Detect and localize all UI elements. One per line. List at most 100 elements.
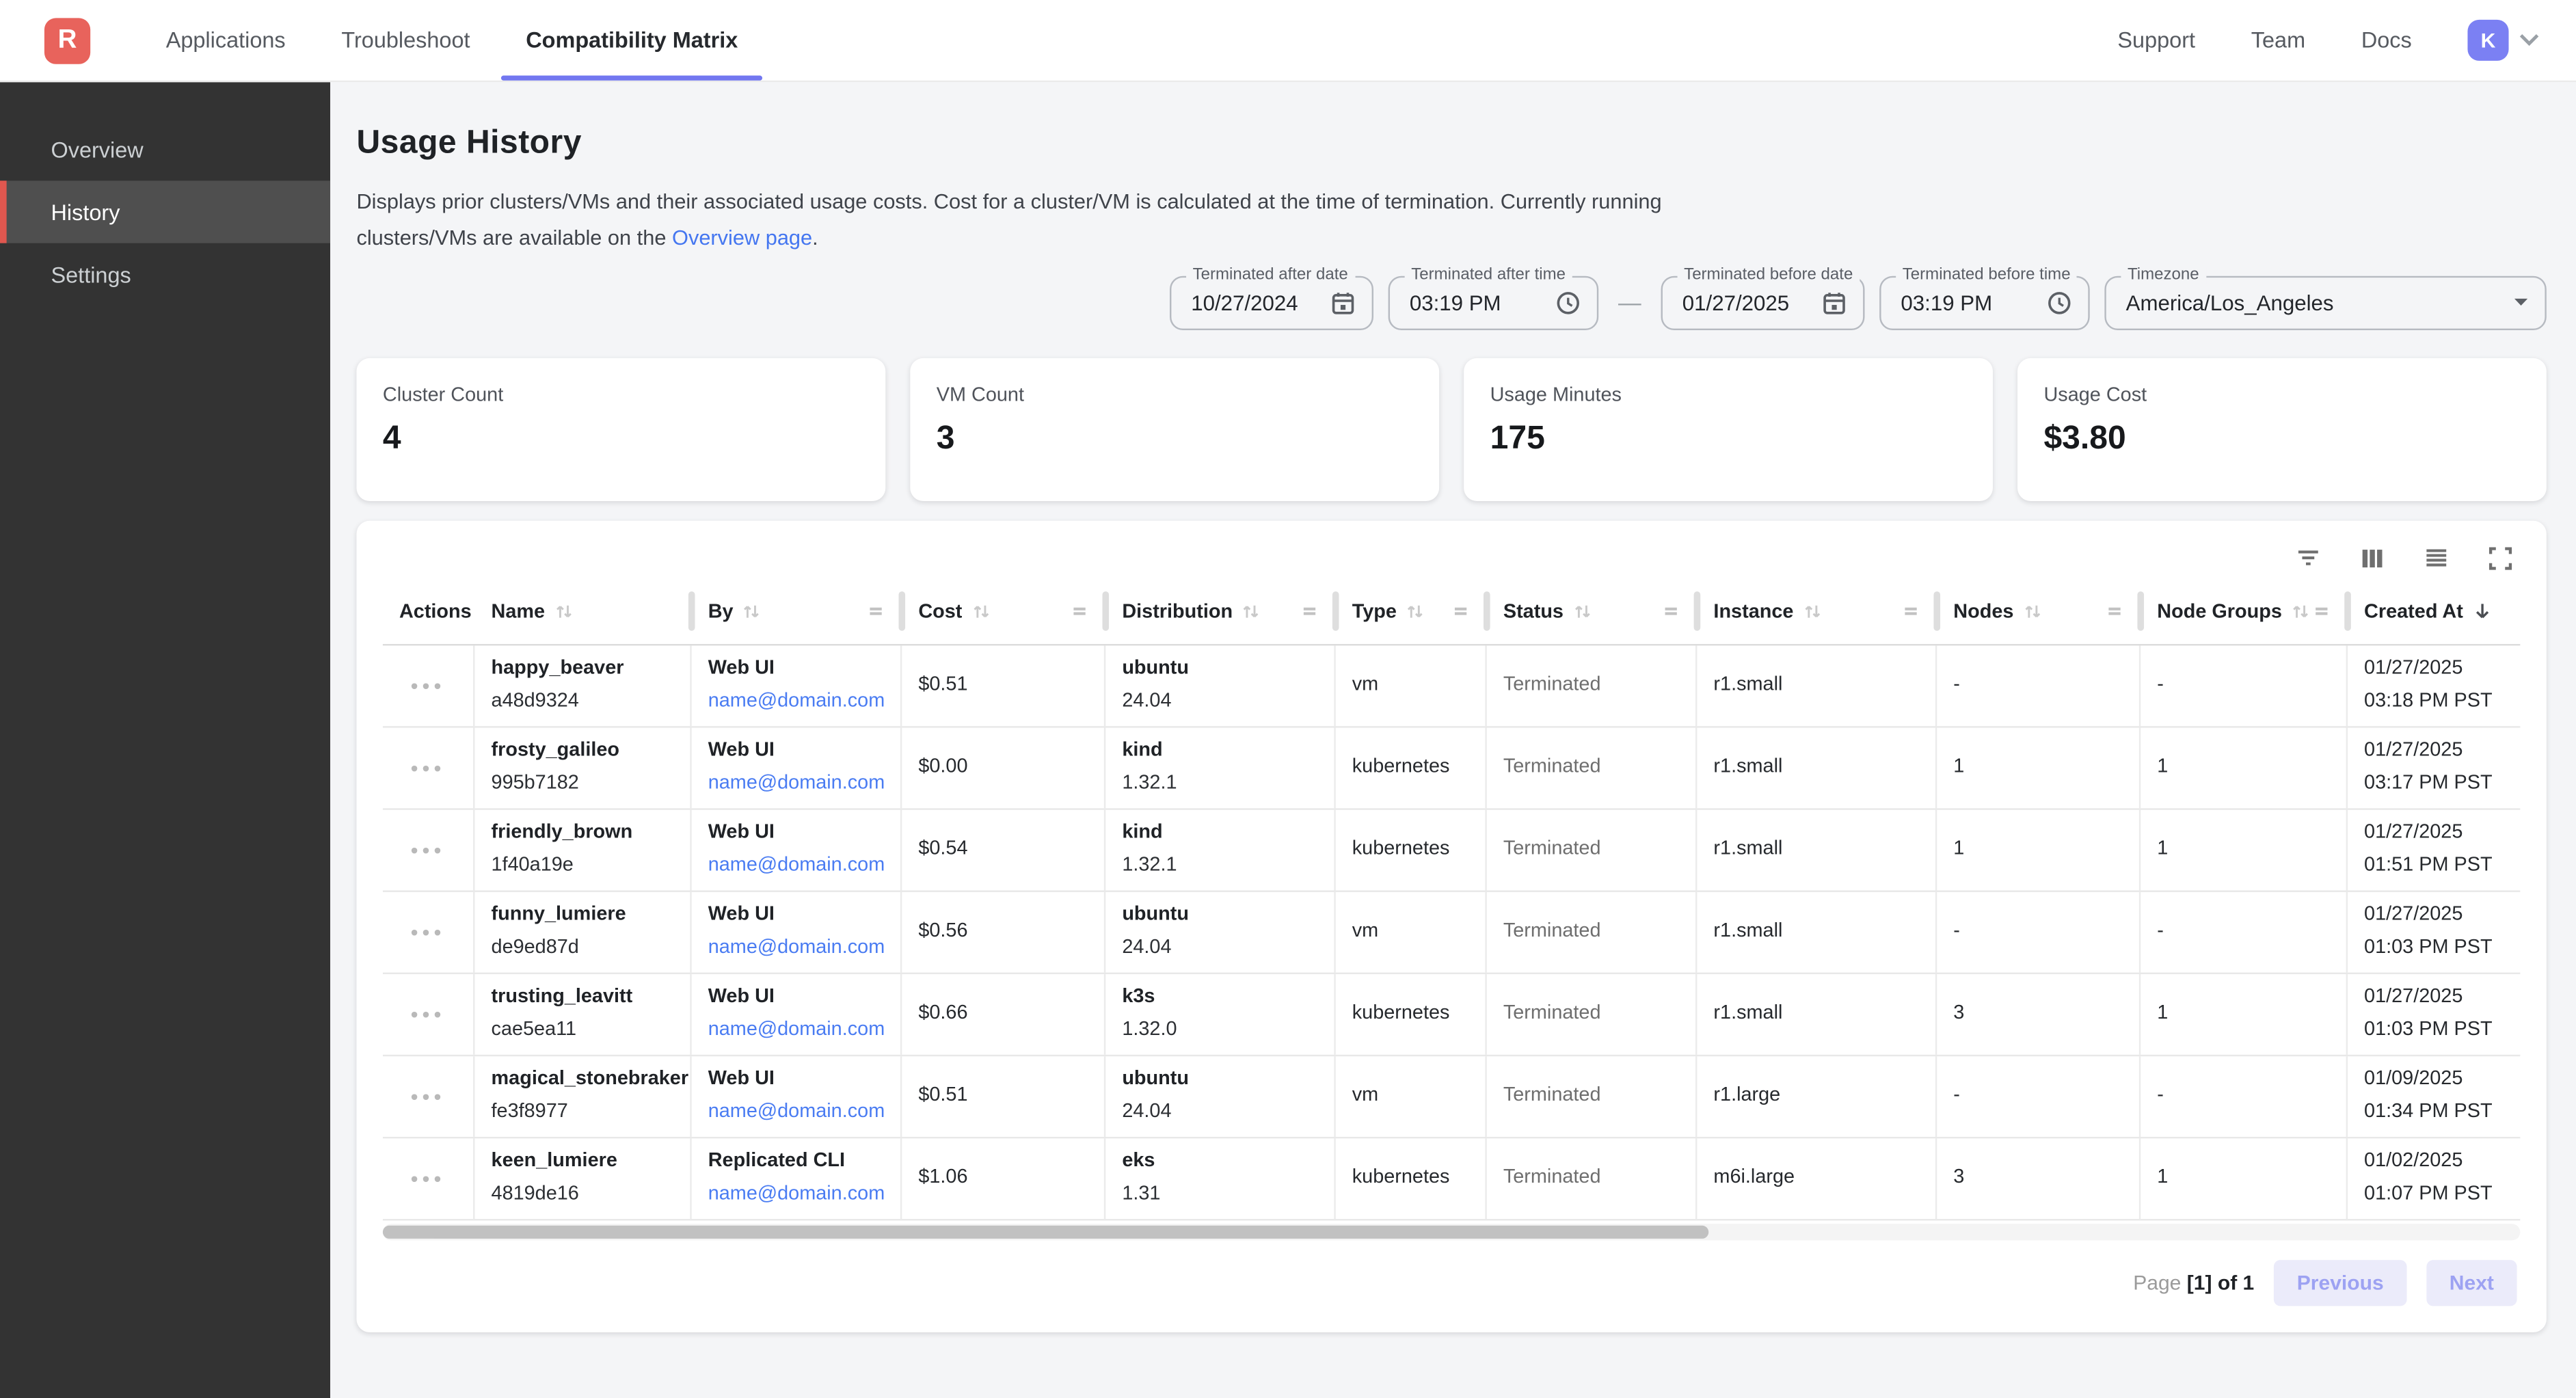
stat-label: Usage Minutes (1490, 382, 1967, 405)
tab-applications[interactable]: Applications (138, 0, 314, 81)
sort-icon[interactable] (2022, 602, 2041, 621)
column-header-distribution[interactable]: Distribution (1105, 580, 1335, 644)
column-header-by[interactable]: By (692, 580, 902, 644)
column-menu-icon[interactable] (2104, 602, 2124, 621)
sort-icon[interactable] (1801, 602, 1821, 621)
column-menu-icon[interactable] (1069, 602, 1089, 621)
column-menu-icon[interactable] (1901, 602, 1920, 621)
sort-icon[interactable] (742, 602, 762, 621)
columns-icon[interactable] (2359, 545, 2385, 571)
calendar-icon[interactable] (1314, 291, 1355, 315)
column-menu-icon[interactable] (1661, 602, 1681, 621)
type: kubernetes (1352, 998, 1469, 1031)
cost: $1.06 (918, 1162, 1088, 1195)
instance: r1.small (1713, 915, 1918, 948)
timezone-select[interactable]: Timezone America/Los_Angeles (2104, 275, 2546, 330)
column-menu-icon[interactable] (866, 602, 885, 621)
terminated-before-date-field[interactable]: Terminated before date 01/27/2025 (1661, 275, 1865, 330)
nav-link-team[interactable]: Team (2251, 28, 2305, 53)
scrollbar-thumb[interactable] (383, 1225, 1708, 1238)
sort-icon[interactable] (553, 602, 573, 621)
previous-page-button[interactable]: Previous (2274, 1260, 2406, 1306)
email-link[interactable]: name@domain.com (708, 1179, 884, 1211)
column-header-instance[interactable]: Instance (1697, 580, 1937, 644)
row-actions-button[interactable]: ••• (411, 922, 446, 943)
nodes: 1 (1953, 751, 2123, 784)
column-header-name[interactable]: Name (474, 580, 691, 644)
next-page-button[interactable]: Next (2426, 1260, 2517, 1306)
replicated-logo[interactable]: R (44, 17, 90, 63)
sort-icon[interactable] (970, 602, 990, 621)
email-link[interactable]: name@domain.com (708, 850, 884, 883)
type: kubernetes (1352, 751, 1469, 784)
horizontal-scrollbar[interactable] (383, 1224, 2520, 1240)
node-groups: 1 (2157, 1162, 2329, 1195)
column-label: By (708, 600, 734, 623)
table-row: ••• trusting_leavittcae5ea11 Web UIname@… (383, 974, 2520, 1056)
column-menu-icon[interactable] (1451, 602, 1471, 621)
status: Terminated (1503, 833, 1679, 866)
sidebar-item-overview[interactable]: Overview (0, 118, 330, 180)
column-header-actions: Actions (383, 580, 475, 644)
stat-label: Cluster Count (383, 382, 859, 405)
created-by: Web UI (708, 982, 884, 1014)
page-title: Usage History (356, 125, 2546, 163)
tab-compatibility-matrix[interactable]: Compatibility Matrix (498, 0, 766, 81)
sort-icon[interactable] (1241, 602, 1261, 621)
cluster-name: keen_lumiere (492, 1146, 674, 1179)
column-header-cost[interactable]: Cost (902, 580, 1105, 644)
row-actions-button[interactable]: ••• (411, 757, 446, 778)
email-link[interactable]: name@domain.com (708, 686, 884, 718)
column-menu-icon[interactable] (2311, 602, 2331, 621)
column-header-type[interactable]: Type (1336, 580, 1487, 644)
row-actions-button[interactable]: ••• (411, 1004, 446, 1025)
created-date: 01/09/2025 (2364, 1064, 2504, 1097)
clock-icon[interactable] (2030, 291, 2071, 315)
calendar-icon[interactable] (1806, 291, 1847, 315)
fullscreen-icon[interactable] (2487, 545, 2513, 571)
terminated-before-time-field[interactable]: Terminated before time 03:19 PM (1879, 275, 2090, 330)
sort-icon[interactable] (1572, 602, 1592, 621)
sort-icon[interactable] (2290, 602, 2310, 621)
terminated-after-date-field[interactable]: Terminated after date 10/27/2024 (1170, 275, 1373, 330)
sort-icon[interactable] (1405, 602, 1425, 621)
row-actions-button[interactable]: ••• (411, 839, 446, 860)
density-icon[interactable] (2424, 545, 2450, 571)
email-link[interactable]: name@domain.com (708, 768, 884, 801)
avatar[interactable]: K (2467, 20, 2508, 61)
row-actions-button[interactable]: ••• (411, 675, 446, 696)
sidebar-item-settings[interactable]: Settings (0, 243, 330, 306)
instance: r1.small (1713, 669, 1918, 702)
email-link[interactable]: name@domain.com (708, 1014, 884, 1047)
tab-troubleshoot[interactable]: Troubleshoot (314, 0, 498, 81)
row-actions-button[interactable]: ••• (411, 1168, 446, 1189)
clock-icon[interactable] (1540, 291, 1581, 315)
sidebar-item-history[interactable]: History (0, 180, 330, 243)
column-label: Cost (918, 600, 962, 623)
cluster-name: frosty_galileo (492, 735, 674, 768)
nodes: 1 (1953, 833, 2123, 866)
column-menu-icon[interactable] (1300, 602, 1319, 621)
terminated-after-time-field[interactable]: Terminated after time 03:19 PM (1388, 275, 1599, 330)
distribution: k3s (1122, 982, 1317, 1014)
instance: m6i.large (1713, 1162, 1918, 1195)
overview-page-link[interactable]: Overview page (672, 226, 812, 250)
nav-link-support[interactable]: Support (2117, 28, 2195, 53)
cost: $0.51 (918, 1080, 1088, 1113)
email-link[interactable]: name@domain.com (708, 1097, 884, 1129)
column-header-status[interactable]: Status (1487, 580, 1698, 644)
sort-desc-icon[interactable] (2471, 600, 2495, 623)
column-label: Type (1352, 600, 1397, 623)
column-header-nodes[interactable]: Nodes (1937, 580, 2141, 644)
column-header-node-groups[interactable]: Node Groups (2141, 580, 2348, 644)
filter-icon[interactable] (2295, 545, 2321, 571)
nav-right: Support Team Docs K (2117, 20, 2540, 61)
row-actions-button[interactable]: ••• (411, 1086, 446, 1107)
cluster-name: trusting_leavitt (492, 982, 674, 1014)
stat-usage-minutes: Usage Minutes 175 (1464, 358, 1993, 500)
instance: r1.small (1713, 833, 1918, 866)
account-menu[interactable]: K (2467, 20, 2540, 61)
nav-link-docs[interactable]: Docs (2361, 28, 2412, 53)
column-header-created-at[interactable]: Created At (2348, 580, 2520, 644)
email-link[interactable]: name@domain.com (708, 932, 884, 965)
